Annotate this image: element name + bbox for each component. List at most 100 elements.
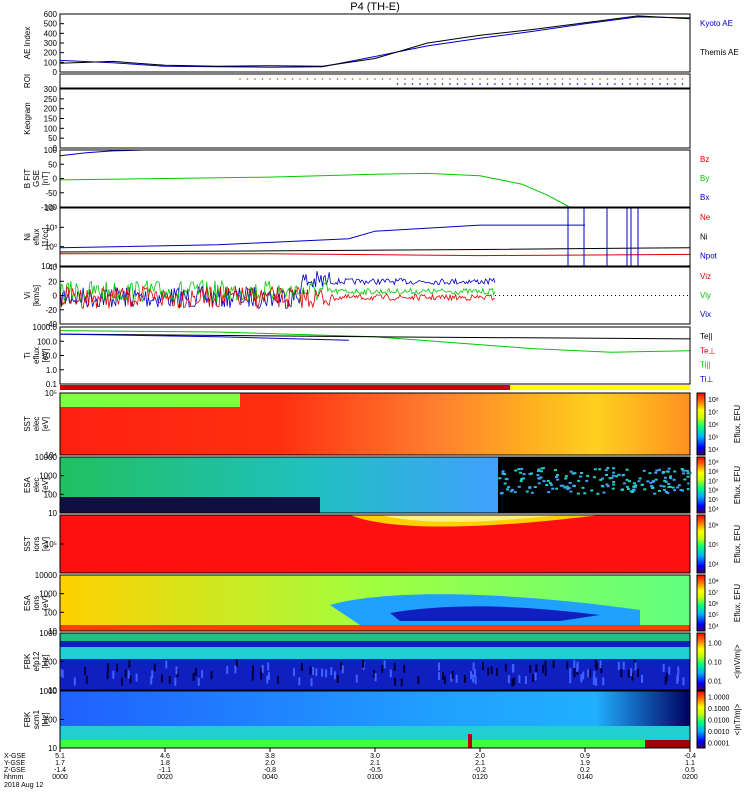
ytick-label: 10⁵ xyxy=(45,389,57,398)
spectrogram-pixel xyxy=(521,477,525,480)
spectrogram-pixel xyxy=(592,476,596,479)
xaxis-value: 0.2 xyxy=(580,767,590,774)
spectrogram-pixel xyxy=(266,675,269,684)
spectrogram-pixel xyxy=(61,669,64,678)
spectrogram-pixel xyxy=(276,675,279,684)
spectrogram-pixel xyxy=(583,492,587,495)
spectrogram-pixel xyxy=(683,478,687,481)
colorbar-tick: 10⁷ xyxy=(708,410,719,417)
roi-dot xyxy=(576,78,579,80)
roi-dot xyxy=(614,83,616,85)
ytick-label: 20 xyxy=(48,277,57,286)
roi-dot xyxy=(584,78,586,80)
spectrogram-pixel xyxy=(648,472,652,475)
ytick-label: 100 xyxy=(44,608,58,617)
spectrogram-pixel xyxy=(106,671,109,680)
ytick-label: 10⁰ xyxy=(45,243,57,252)
spectrogram-pixel xyxy=(664,480,668,483)
spectrogram-pixel xyxy=(667,467,671,470)
ylabel: Ni xyxy=(23,233,32,241)
ytick-label: 300 xyxy=(44,85,58,94)
spectrogram-pixel xyxy=(539,476,543,479)
ytick-label: -40 xyxy=(45,320,57,329)
series-vi-component xyxy=(59,279,496,304)
roi-dot xyxy=(666,83,669,85)
spectrogram-pixel xyxy=(517,485,521,488)
ytick-label: 10 xyxy=(48,627,57,636)
spectrogram-pixel xyxy=(505,478,509,481)
xaxis-value: 3.8 xyxy=(265,753,275,760)
roi-dot xyxy=(644,83,646,85)
spectrogram-pixel xyxy=(563,486,567,489)
roi-dot xyxy=(404,78,406,80)
colorbar xyxy=(696,514,706,574)
roi-dot xyxy=(396,83,399,85)
xaxis-value: 3.0 xyxy=(370,753,380,760)
roi-dot xyxy=(306,78,309,80)
spectrogram-pixel xyxy=(226,665,229,674)
spectrogram-pixel xyxy=(234,665,237,674)
spectrogram-pixel xyxy=(165,660,168,669)
xaxis-row-label: Y-GSE xyxy=(4,760,25,767)
xaxis-row-label: Z-GSE xyxy=(4,767,26,774)
spectrogram-pixel xyxy=(598,468,602,471)
ylabel: [1/cc] xyxy=(41,227,50,246)
roi-dot xyxy=(254,78,256,80)
roi-dot xyxy=(674,83,676,85)
spectrogram-pixel xyxy=(509,490,513,493)
spectrogram-band xyxy=(60,393,240,407)
xaxis-value: 0040 xyxy=(262,774,278,781)
spectrogram-pixel xyxy=(540,467,544,470)
ytick-label: 0 xyxy=(53,144,58,153)
ytick-label: 50 xyxy=(48,160,57,169)
spectrogram-pixel xyxy=(120,677,123,686)
ytick-label: 250 xyxy=(44,95,58,104)
spectrogram-pixel xyxy=(129,675,132,684)
spectrogram-pixel xyxy=(438,672,441,681)
spectrogram-pixel xyxy=(604,473,608,476)
spectrogram-pixel xyxy=(528,473,532,476)
roi-dot xyxy=(404,83,406,85)
spectrogram-pixel xyxy=(606,485,610,488)
ylabel: ESA xyxy=(23,476,32,493)
spectrogram-pixel xyxy=(651,487,655,490)
spectrogram-pixel xyxy=(544,660,547,669)
spectrogram-pixel xyxy=(672,478,676,481)
roi-dot xyxy=(471,78,474,80)
spectrogram-pixel xyxy=(657,489,661,492)
spectrogram-pixel xyxy=(612,480,616,483)
spectrogram-pixel xyxy=(481,662,484,671)
roi-dot xyxy=(471,83,474,85)
spectrogram-lowband xyxy=(60,497,320,513)
roi-dot xyxy=(381,78,384,80)
spectrogram-pixel xyxy=(362,659,365,668)
legend-entry: Themis AE xyxy=(700,48,739,57)
spectrogram-pixel xyxy=(174,677,177,686)
xaxis-value: -1.4 xyxy=(54,767,66,774)
ytick-label: 10⁵ xyxy=(45,540,57,549)
roi-dot xyxy=(584,83,586,85)
spectrogram-pixel xyxy=(298,677,301,686)
legend-entry: Ne xyxy=(700,213,711,222)
spectrogram-pixel xyxy=(585,479,589,482)
colorbar-tick: 10⁵ xyxy=(708,434,719,441)
ytick-label: 1000 xyxy=(39,629,57,638)
spectrogram-band xyxy=(60,625,690,631)
colorbar-tick: 10⁸ xyxy=(708,469,719,476)
xaxis-value: 2.0 xyxy=(475,753,485,760)
spectrogram-pixel xyxy=(312,666,315,675)
roi-dot xyxy=(456,83,459,85)
spectrogram-pixel xyxy=(505,488,509,491)
spectrogram-pixel xyxy=(437,662,440,671)
spectrogram-pixel xyxy=(658,468,662,471)
spectrogram-pixel xyxy=(612,471,616,474)
spectrogram-pixel xyxy=(595,662,598,671)
roi-dot xyxy=(651,83,654,85)
colorbar-tick: 1.00 xyxy=(708,641,722,648)
spectrogram-pixel xyxy=(601,485,605,488)
spectrogram-pixel xyxy=(537,477,541,480)
spectrogram-pixel xyxy=(582,671,585,680)
colorbar-tick: 10⁴ xyxy=(708,561,719,568)
legend-entry: Bx xyxy=(700,193,709,202)
